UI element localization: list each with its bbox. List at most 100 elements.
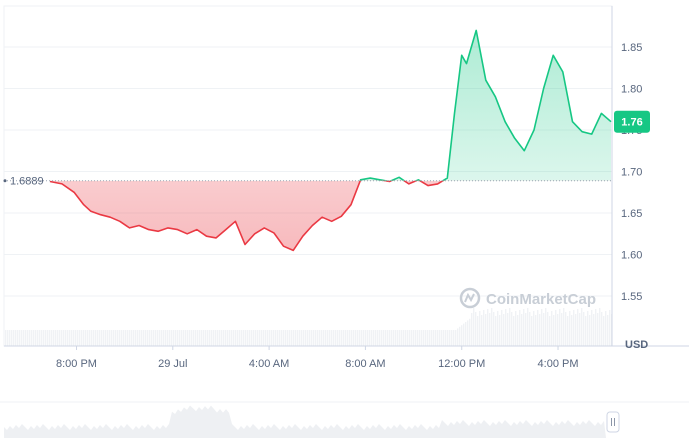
volume-bar — [95, 330, 97, 346]
volume-bar — [253, 330, 255, 346]
volume-bar — [69, 330, 71, 346]
open-price-label: 1.6889 — [10, 176, 44, 188]
volume-bar — [229, 330, 231, 346]
volume-bar — [227, 330, 229, 346]
volume-bar — [173, 330, 175, 346]
current-price-badge[interactable]: 1.76 — [614, 110, 650, 133]
x-tick-label: 4:00 PM — [538, 358, 579, 370]
navigator-handle[interactable] — [606, 411, 620, 433]
volume-bar — [163, 330, 165, 346]
volume-bar — [183, 330, 185, 346]
volume-bar — [115, 330, 117, 346]
volume-bar — [63, 330, 65, 346]
volume-bar — [491, 308, 493, 346]
volume-bar — [585, 316, 587, 346]
x-axis: 8:00 PM 29 Jul 4:00 AM 8:00 AM 12:00 PM 4:00 … — [4, 345, 689, 370]
current-price-label: 1.76 — [621, 117, 642, 129]
volume-bar — [15, 330, 17, 346]
volume-bar — [213, 330, 215, 346]
volume-bar — [485, 314, 487, 346]
volume-bar — [193, 330, 195, 346]
volume-bar — [9, 330, 11, 346]
volume-bar — [199, 330, 201, 346]
volume-bar — [111, 330, 113, 346]
volume-bars — [5, 308, 613, 346]
volume-bar — [567, 316, 569, 346]
volume-bar — [19, 330, 21, 346]
price-area — [50, 30, 611, 251]
volume-bar — [549, 316, 551, 346]
y-tick-label: 1.65 — [621, 208, 642, 220]
volume-bar — [129, 330, 131, 346]
volume-bar — [209, 330, 211, 346]
volume-bar — [25, 330, 27, 346]
volume-bar — [517, 315, 519, 346]
range-navigator[interactable] — [0, 401, 689, 438]
y-axis: 1.551.601.651.701.751.801.85 — [611, 6, 642, 346]
open-price-dot — [3, 179, 7, 183]
volume-bar — [283, 330, 285, 346]
volume-bar — [359, 330, 361, 346]
volume-bar — [113, 330, 115, 346]
volume-bar — [137, 330, 139, 346]
volume-bar — [439, 330, 441, 346]
volume-bar — [357, 330, 359, 346]
volume-bar — [471, 313, 473, 346]
volume-bar — [525, 313, 527, 346]
volume-bar — [185, 330, 187, 346]
volume-bar — [5, 330, 7, 346]
volume-bar — [597, 313, 599, 346]
volume-bar — [175, 330, 177, 346]
volume-bar — [231, 330, 233, 346]
volume-bar — [161, 330, 163, 346]
volume-bar — [319, 330, 321, 346]
volume-bar — [555, 310, 557, 346]
volume-bar — [581, 308, 583, 346]
volume-bar — [273, 330, 275, 346]
volume-bar — [379, 330, 381, 346]
volume-bar — [225, 330, 227, 346]
volume-bar — [117, 330, 119, 346]
volume-bar — [331, 330, 333, 346]
volume-bar — [23, 330, 25, 346]
volume-bar — [431, 330, 433, 346]
volume-bar — [43, 330, 45, 346]
volume-bar — [363, 330, 365, 346]
volume-bar — [135, 330, 137, 346]
volume-bar — [223, 330, 225, 346]
volume-bar — [297, 330, 299, 346]
volume-bar — [149, 330, 151, 346]
volume-bar — [349, 330, 351, 346]
watermark-text: CoinMarketCap — [486, 291, 596, 308]
volume-bar — [217, 330, 219, 346]
volume-bar — [107, 330, 109, 346]
volume-bar — [337, 330, 339, 346]
volume-bar — [241, 330, 243, 346]
y-tick-label: 1.85 — [621, 42, 642, 54]
volume-bar — [269, 330, 271, 346]
volume-bar — [563, 308, 565, 346]
currency-unit-label: USD — [625, 339, 648, 351]
volume-bar — [433, 330, 435, 346]
volume-bar — [303, 330, 305, 346]
volume-bar — [243, 330, 245, 346]
volume-bar — [601, 312, 603, 346]
volume-bar — [449, 330, 451, 346]
volume-bar — [469, 318, 471, 346]
volume-bar — [609, 310, 611, 346]
volume-bar — [267, 330, 269, 346]
volume-bar — [215, 330, 217, 346]
volume-bar — [607, 315, 609, 346]
volume-bar — [583, 312, 585, 346]
volume-bar — [37, 330, 39, 346]
volume-bar — [307, 330, 309, 346]
volume-bar — [49, 330, 51, 346]
volume-bar — [333, 330, 335, 346]
volume-bar — [587, 311, 589, 346]
volume-bar — [327, 330, 329, 346]
volume-bar — [461, 325, 463, 346]
volume-bar — [391, 330, 393, 346]
volume-bar — [589, 315, 591, 346]
volume-bar — [275, 330, 277, 346]
volume-bar — [165, 330, 167, 346]
